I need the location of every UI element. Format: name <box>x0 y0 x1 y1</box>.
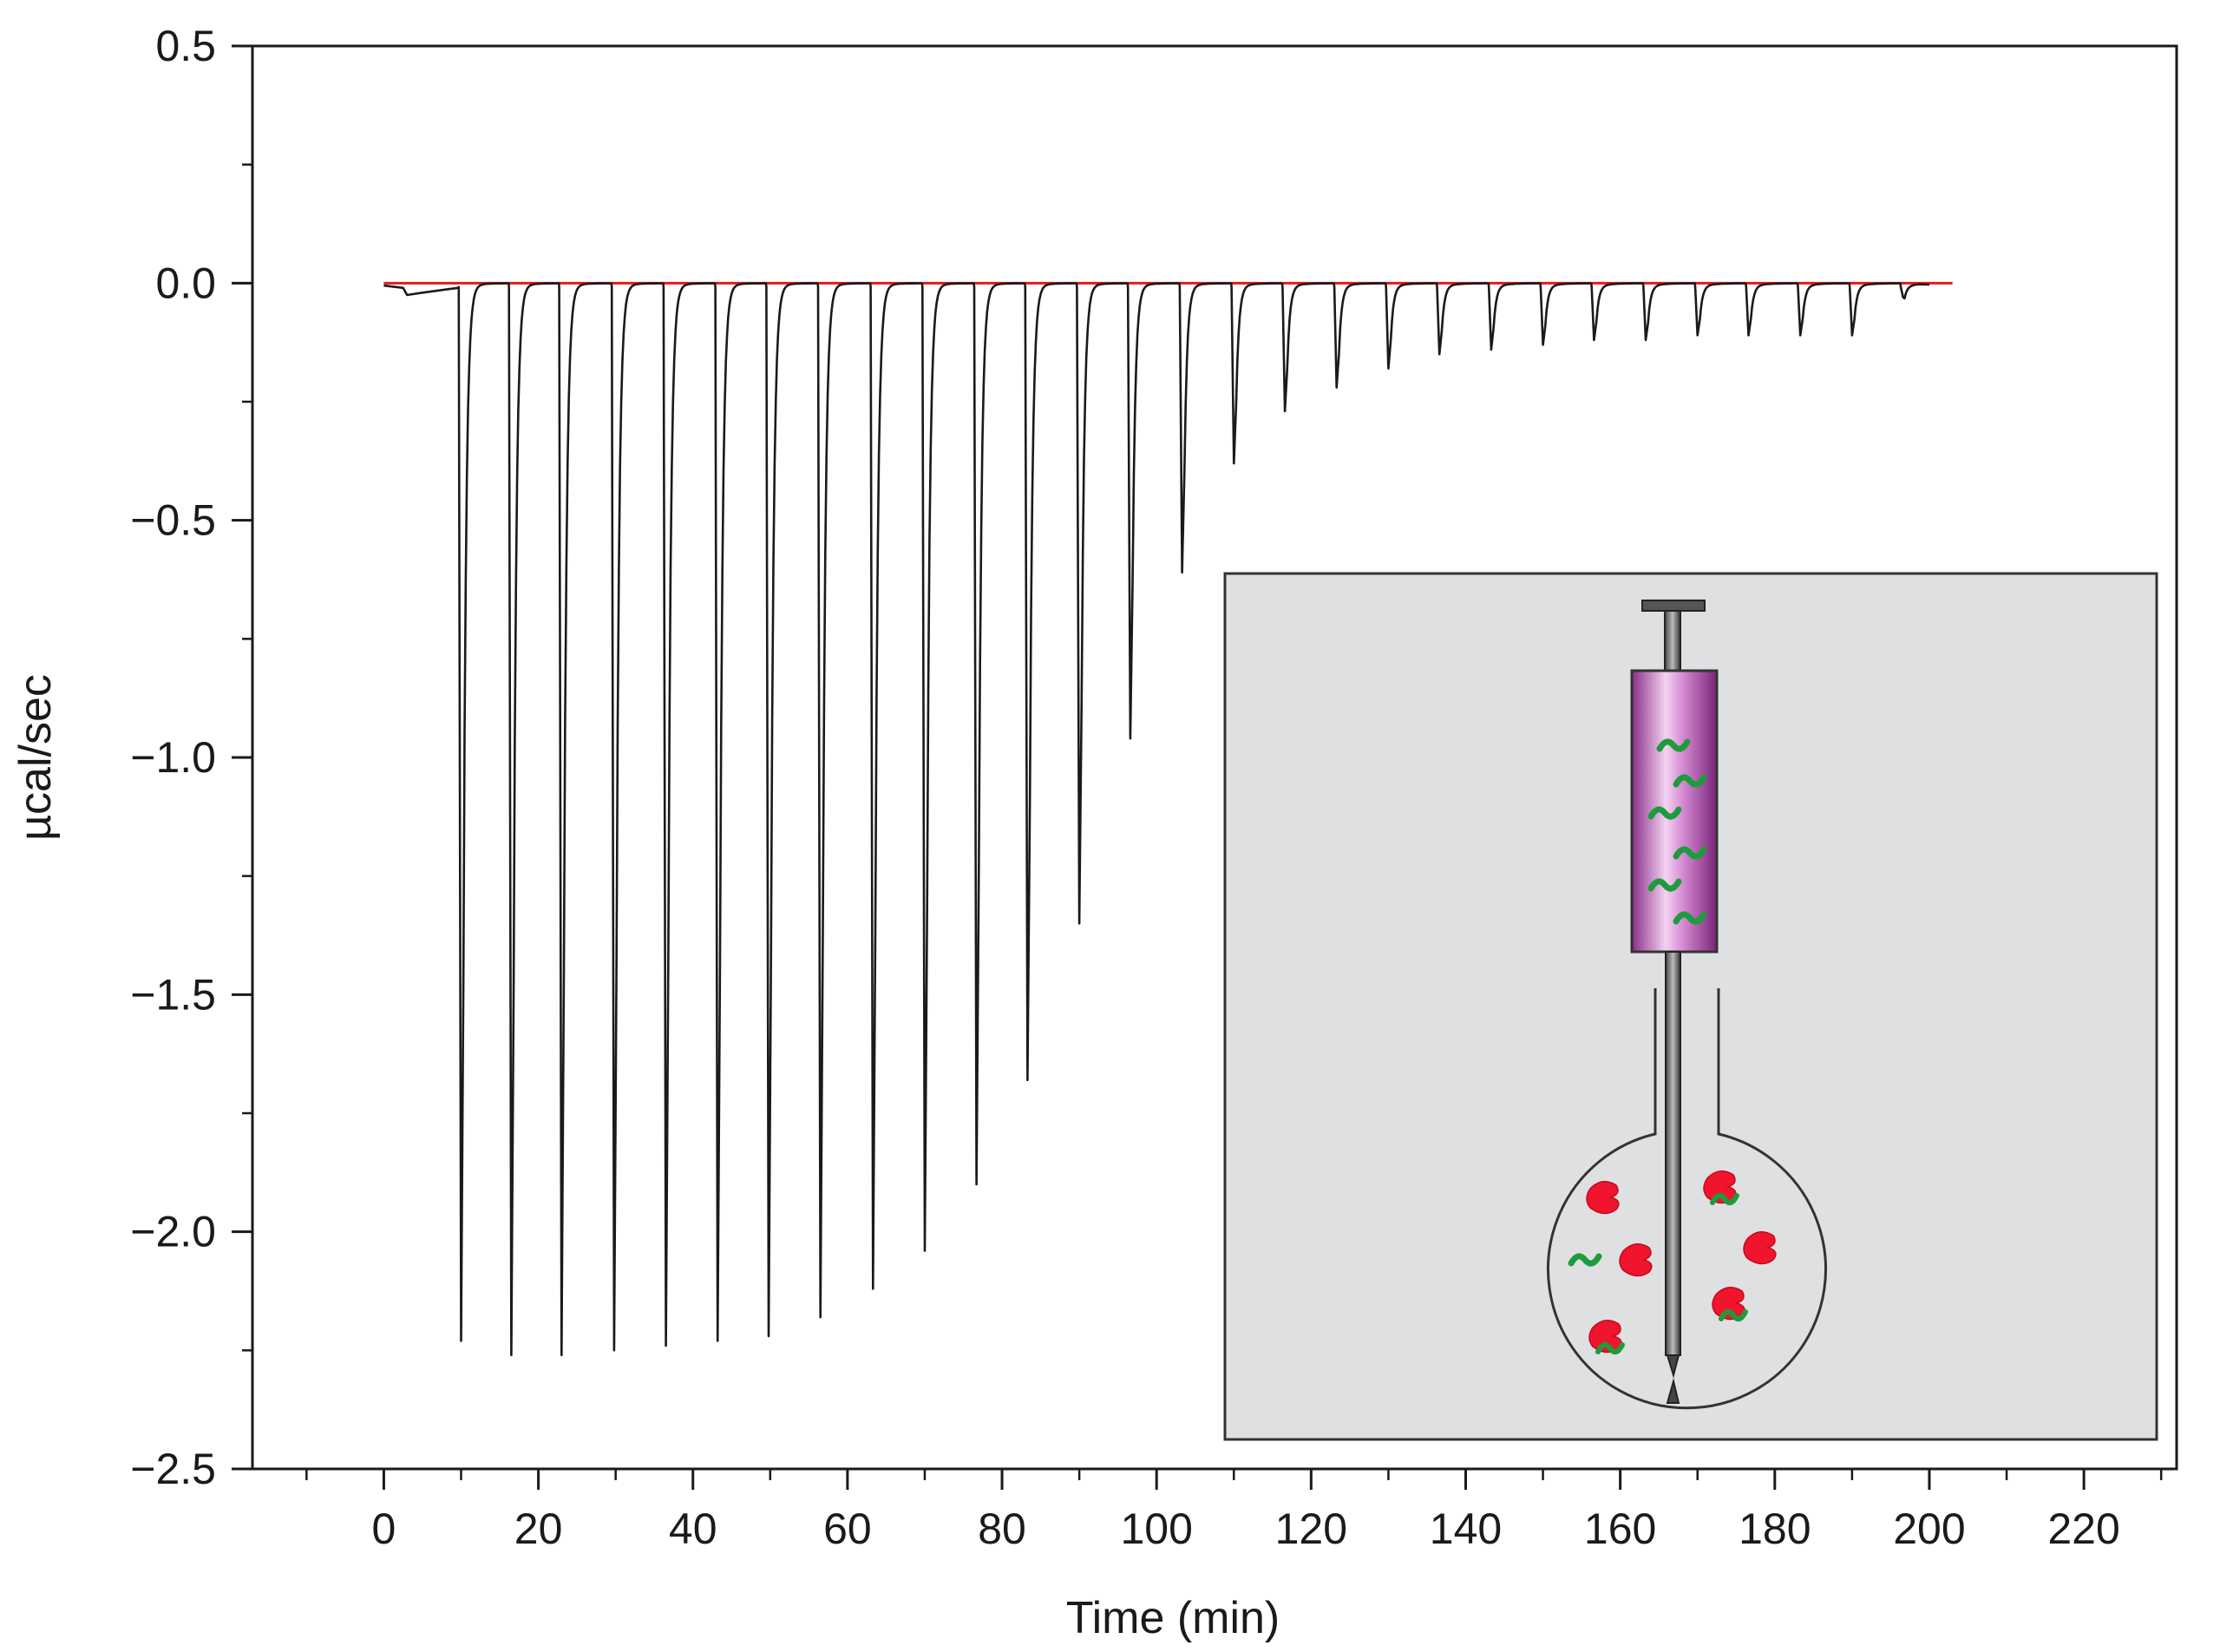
y-axis: 0.5 0.0 −0.5 −1.0 −1.5 −2.0 −2.5 <box>130 22 252 1493</box>
x-tick-label: 80 <box>978 1504 1026 1553</box>
y-tick-label: 0.0 <box>155 259 216 307</box>
protein-molecule <box>1703 1170 1737 1204</box>
itc-cell-schematic <box>1223 572 2158 1441</box>
y-tick-label: −0.5 <box>130 496 216 545</box>
y-tick-label: −2.0 <box>130 1208 216 1256</box>
x-tick-label: 0 <box>372 1504 396 1553</box>
x-tick-label: 220 <box>2047 1504 2119 1553</box>
x-tick-label: 160 <box>1584 1504 1656 1553</box>
x-tick-label: 40 <box>669 1504 717 1553</box>
x-axis: 0 20 40 60 80 100 120 140 160 180 200 220 <box>305 1469 2163 1553</box>
protein-molecules-in-cell <box>1568 1170 1777 1355</box>
ligand-molecule <box>1656 738 1691 752</box>
x-tick-label: 140 <box>1430 1504 1502 1553</box>
syringe-plunger-cap <box>1641 600 1706 612</box>
thermogram-line <box>383 282 1930 1357</box>
y-axis-title: µcal/sec <box>10 674 61 841</box>
ligand-molecule <box>1673 911 1707 925</box>
y-tick-label: −2.5 <box>130 1445 216 1493</box>
x-axis-title: Time (min) <box>1066 1593 1280 1643</box>
ligand-molecules-in-syringe <box>1647 738 1707 925</box>
protein-molecule <box>1588 1320 1622 1354</box>
ligand-molecule <box>1673 846 1707 860</box>
protein-molecule <box>1743 1231 1777 1265</box>
bound-ligand <box>1595 1341 1625 1355</box>
ligand-molecule <box>1647 878 1682 892</box>
x-tick-label: 20 <box>514 1504 563 1553</box>
protein-molecule <box>1586 1181 1620 1215</box>
y-tick-label: −1.5 <box>130 970 216 1019</box>
thermogram-trace <box>383 282 1930 1357</box>
x-tick-label: 120 <box>1275 1504 1347 1553</box>
syringe-plunger-rod <box>1664 610 1681 672</box>
x-tick-label: 200 <box>1893 1504 1965 1553</box>
syringe-needle <box>1665 951 1681 1356</box>
free-ligand <box>1568 1253 1602 1267</box>
sample-cell <box>1547 988 1827 1410</box>
bound-ligand <box>1710 1192 1739 1206</box>
x-tick-label: 180 <box>1739 1504 1811 1553</box>
ligand-molecule <box>1647 806 1682 820</box>
needle-tip <box>1666 1354 1680 1404</box>
protein-molecule <box>1619 1243 1653 1277</box>
y-tick-label: 0.5 <box>155 22 216 70</box>
bound-ligand <box>1719 1308 1748 1322</box>
x-tick-label: 100 <box>1120 1504 1192 1553</box>
ligand-molecule <box>1673 774 1707 788</box>
protein-molecule <box>1712 1287 1745 1321</box>
y-tick-label: −1.0 <box>130 733 216 782</box>
x-tick-label: 60 <box>823 1504 872 1553</box>
